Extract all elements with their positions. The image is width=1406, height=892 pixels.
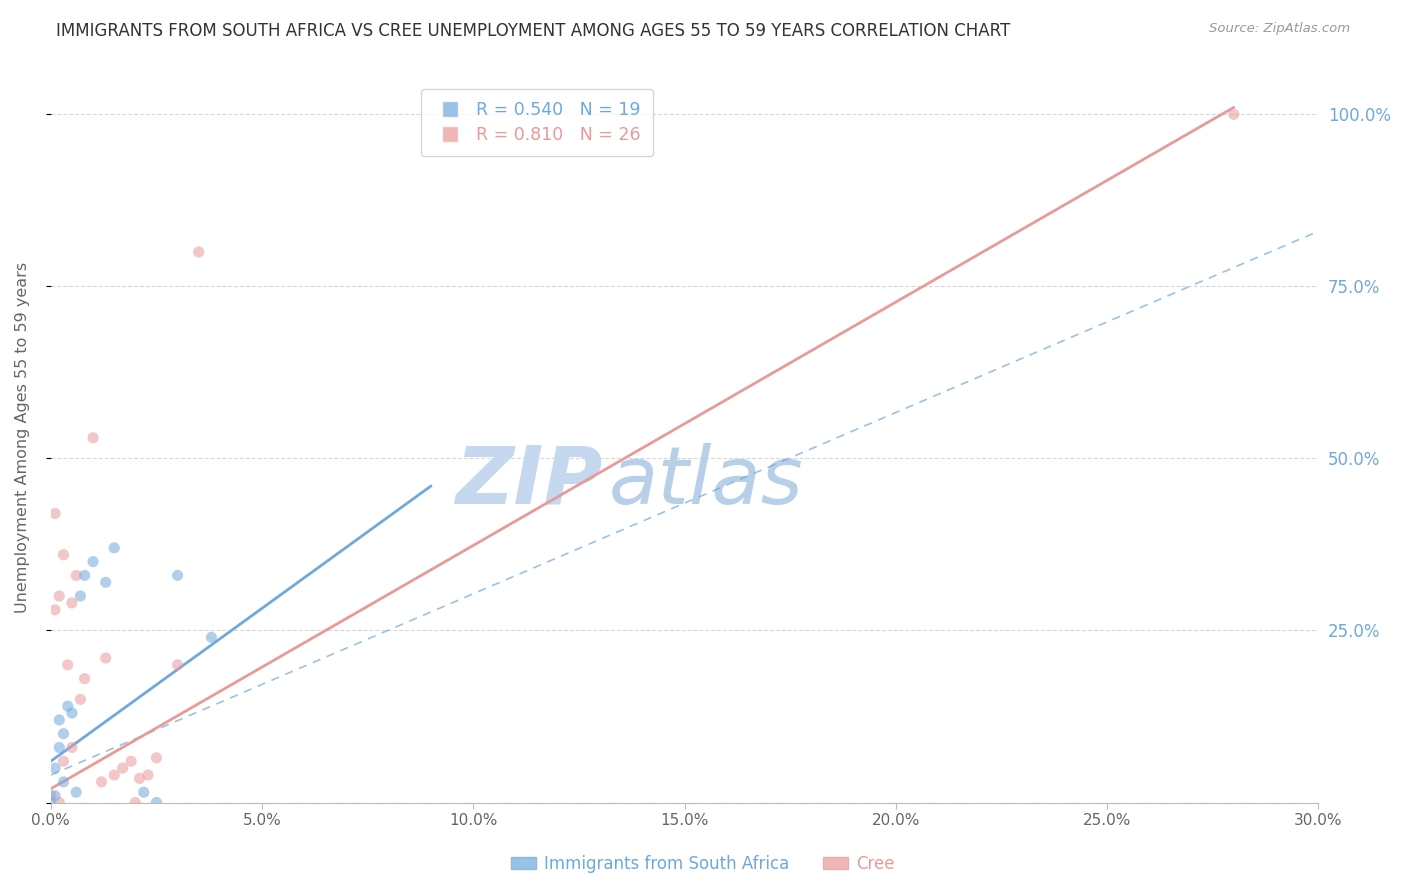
Point <box>39 796 62 810</box>
Legend: R = 0.540   N = 19, R = 0.810   N = 26: R = 0.540 N = 19, R = 0.810 N = 26 <box>420 89 652 156</box>
Point <box>166 568 188 582</box>
Point <box>56 699 79 714</box>
Point <box>48 589 70 603</box>
Point <box>82 431 104 445</box>
Point <box>120 754 142 768</box>
Point <box>103 541 125 555</box>
Point <box>60 740 83 755</box>
Text: IMMIGRANTS FROM SOUTH AFRICA VS CREE UNEMPLOYMENT AMONG AGES 55 TO 59 YEARS CORR: IMMIGRANTS FROM SOUTH AFRICA VS CREE UNE… <box>56 22 1011 40</box>
Point <box>73 568 96 582</box>
Point <box>52 548 75 562</box>
Point <box>136 768 159 782</box>
Point <box>69 589 91 603</box>
Point <box>65 785 87 799</box>
Point <box>73 672 96 686</box>
Text: atlas: atlas <box>609 442 803 521</box>
Point <box>52 775 75 789</box>
Point <box>65 568 87 582</box>
Point <box>187 244 209 259</box>
Point <box>69 692 91 706</box>
Point <box>60 596 83 610</box>
Legend: Immigrants from South Africa, Cree: Immigrants from South Africa, Cree <box>505 848 901 880</box>
Point <box>48 713 70 727</box>
Y-axis label: Unemployment Among Ages 55 to 59 years: Unemployment Among Ages 55 to 59 years <box>15 262 30 614</box>
Point <box>82 555 104 569</box>
Point <box>44 603 66 617</box>
Point <box>39 789 62 803</box>
Point <box>44 789 66 803</box>
Point <box>145 796 167 810</box>
Point <box>1223 107 1246 121</box>
Point <box>48 796 70 810</box>
Point <box>44 507 66 521</box>
Point <box>166 657 188 672</box>
Point <box>52 754 75 768</box>
Point <box>200 631 222 645</box>
Point <box>124 796 146 810</box>
Text: ZIP: ZIP <box>454 442 602 521</box>
Point <box>128 772 150 786</box>
Text: Source: ZipAtlas.com: Source: ZipAtlas.com <box>1209 22 1350 36</box>
Point <box>111 761 134 775</box>
Point <box>56 657 79 672</box>
Point <box>94 575 117 590</box>
Point <box>60 706 83 720</box>
Point <box>90 775 112 789</box>
Point <box>103 768 125 782</box>
Point <box>52 727 75 741</box>
Point <box>44 761 66 775</box>
Point <box>145 751 167 765</box>
Point <box>132 785 155 799</box>
Point <box>94 651 117 665</box>
Point <box>48 740 70 755</box>
